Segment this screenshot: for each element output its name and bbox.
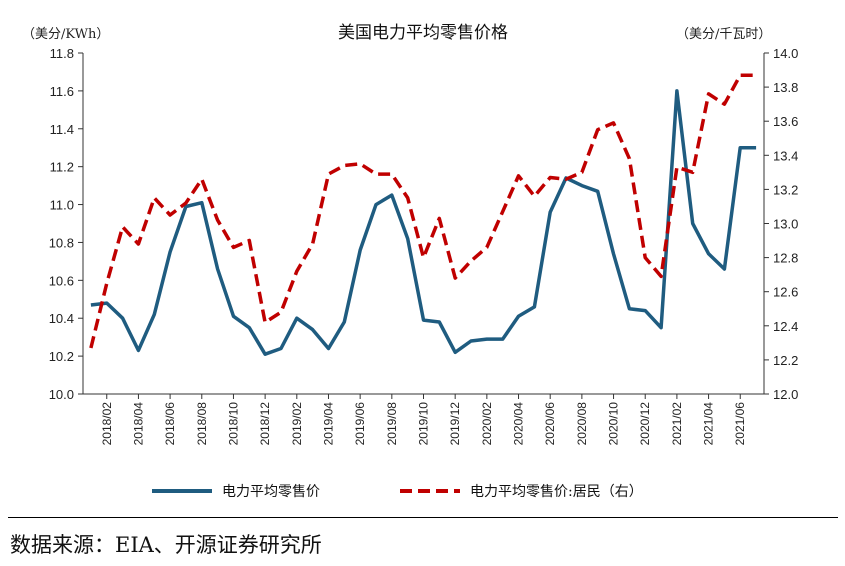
- x-tick-label: 2021/02: [670, 402, 684, 446]
- x-tick-label: 2018/10: [226, 402, 240, 446]
- x-tick-label: 2018/04: [131, 402, 145, 446]
- x-tick-label: 2018/12: [258, 402, 272, 446]
- left-tick-label: 11.4: [50, 122, 74, 137]
- left-tick-label: 11.0: [50, 198, 74, 213]
- x-tick-label: 2019/08: [385, 402, 399, 446]
- x-tick-label: 2020/12: [638, 402, 652, 446]
- x-tick-label: 2021/04: [702, 402, 716, 446]
- right-tick-label: 13.4: [773, 148, 798, 163]
- x-tick-label: 2019/12: [448, 402, 462, 446]
- right-tick-label: 12.4: [773, 319, 798, 334]
- right-tick-label: 12.2: [773, 353, 798, 368]
- right-tick-label: 12.0: [773, 387, 798, 402]
- series-layer: [89, 73, 757, 356]
- series-line-1: [90, 89, 757, 356]
- legend-label-series-2: 电力平均零售价:居民（右）: [470, 484, 643, 500]
- chart: 10.0 10.2 10.4 10.6 10.8 11.0 11.2 11.4 11.6 11.8…: [22, 23, 799, 500]
- x-tick-label: 2019/04: [321, 402, 335, 446]
- x-tick-label: 2019/06: [353, 402, 367, 446]
- left-tick-label: 11.8: [50, 46, 74, 61]
- left-tick-label: 10.0: [49, 387, 74, 402]
- legend-label-series-1: 电力平均零售价: [222, 484, 320, 500]
- left-tick-label: 10.4: [49, 311, 74, 326]
- right-tick-label: 12.6: [773, 285, 798, 300]
- right-tick-label: 13.8: [773, 80, 798, 95]
- right-tick-label: 13.6: [773, 114, 798, 129]
- axes: 10.0 10.2 10.4 10.6 10.8 11.0 11.2 11.4 11.6 11.8…: [49, 46, 799, 445]
- left-tick-label: 11.2: [50, 160, 74, 175]
- right-axis-unit: （美分/千瓦时）: [676, 27, 771, 42]
- left-axis-unit: （美分/KWh）: [22, 27, 109, 42]
- divider: [8, 517, 838, 518]
- series-line-2: [89, 73, 757, 349]
- x-tick-label: 2018/08: [195, 402, 209, 446]
- right-tick-label: 12.8: [773, 251, 798, 266]
- x-tick-label: 2020/04: [512, 402, 526, 446]
- x-tick-label: 2021/06: [733, 402, 747, 446]
- x-tick-label: 2020/10: [607, 402, 621, 446]
- left-tick-label: 10.8: [49, 235, 74, 250]
- left-tick-label: 10.2: [49, 349, 74, 364]
- x-tick-label: 2020/08: [575, 402, 589, 446]
- source-note: 数据来源：EIA、开源证券研究所: [10, 533, 322, 557]
- x-tick-label: 2019/02: [290, 402, 304, 446]
- x-tick-label: 2020/02: [480, 402, 494, 446]
- right-tick-label: 13.0: [773, 217, 798, 232]
- right-tick-label: 14.0: [773, 46, 798, 61]
- x-tick-label: 2020/06: [543, 402, 557, 446]
- x-tick-label: 2018/02: [100, 402, 114, 446]
- legend: 电力平均零售价 电力平均零售价:居民（右）: [152, 484, 643, 500]
- x-tick-label: 2019/10: [417, 402, 431, 446]
- left-tick-label: 11.6: [50, 84, 74, 99]
- x-tick-label: 2018/06: [163, 402, 177, 446]
- right-tick-label: 13.2: [773, 182, 798, 197]
- chart-title: 美国电力平均零售价格: [338, 23, 508, 43]
- left-tick-label: 10.6: [49, 273, 74, 288]
